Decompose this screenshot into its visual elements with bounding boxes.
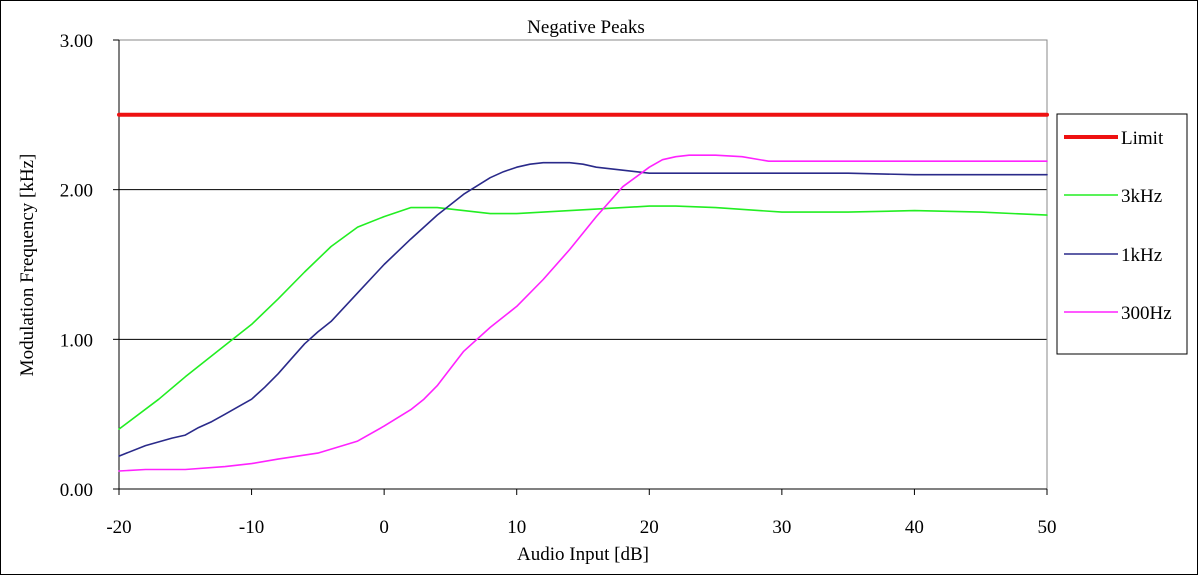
x-tick-label: 30 bbox=[772, 517, 791, 538]
y-tick-label: 0.00 bbox=[60, 480, 93, 501]
legend-label-1khz: 1kHz bbox=[1121, 245, 1162, 266]
legend-label-limit: Limit bbox=[1121, 128, 1164, 149]
chart-title: Negative Peaks bbox=[527, 17, 645, 38]
plot-area bbox=[118, 39, 1048, 490]
y-tick-label: 3.00 bbox=[60, 31, 93, 52]
x-axis-title: Audio Input [dB] bbox=[517, 544, 649, 565]
gridlines bbox=[119, 39, 1047, 340]
legend-label-300hz: 300Hz bbox=[1121, 303, 1172, 324]
x-tick-label: 50 bbox=[1038, 517, 1057, 538]
x-tick-label: 0 bbox=[379, 517, 389, 538]
x-tick-label: 20 bbox=[640, 517, 659, 538]
y-tick-label: 2.00 bbox=[60, 181, 93, 202]
series-layer bbox=[117, 112, 1049, 472]
x-tick-label: -10 bbox=[239, 517, 264, 538]
legend: Limit 3kHz 1kHz 300Hz bbox=[1056, 113, 1188, 355]
axes bbox=[113, 39, 1048, 495]
x-tick-label: -20 bbox=[106, 517, 131, 538]
legend-label-3khz: 3kHz bbox=[1121, 186, 1162, 207]
series-line-300hz bbox=[118, 154, 1048, 472]
legend-box bbox=[1056, 113, 1188, 355]
tick-labels: -20 -10 0 10 20 30 40 50 0.00 1.00 2.00 3.00 bbox=[60, 31, 1057, 538]
x-tick-label: 40 bbox=[905, 517, 924, 538]
series-line-3khz bbox=[118, 205, 1048, 430]
y-axis-title: Modulation Frequency [kHz] bbox=[17, 154, 38, 377]
y-tick-label: 1.00 bbox=[60, 330, 93, 351]
series-line-1khz bbox=[118, 161, 1048, 457]
x-tick-label: 10 bbox=[507, 517, 526, 538]
